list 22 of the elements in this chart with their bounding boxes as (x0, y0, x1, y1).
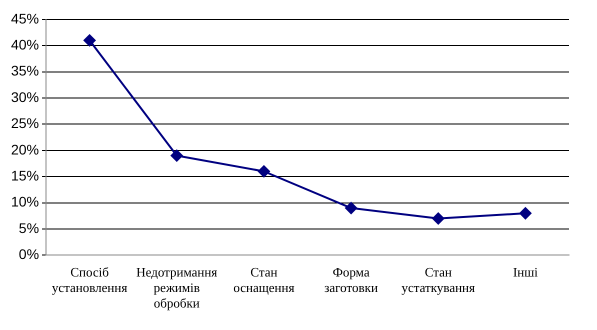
y-tick-label: 35% (10, 62, 40, 79)
y-tick-label: 40% (10, 36, 40, 52)
point (432, 212, 444, 225)
y-tick-label: 15% (10, 167, 40, 184)
point (170, 150, 183, 162)
y-tick-label: 5% (18, 220, 40, 236)
y-tick-label: 0% (18, 246, 40, 262)
point (84, 34, 96, 46)
y-tick-label: 10% (10, 194, 40, 210)
y-tick-label: 30% (10, 88, 40, 105)
y-tick-label: 45% (10, 10, 40, 26)
x-tick-label: Інші (512, 264, 538, 280)
point (258, 165, 270, 178)
x-tick-label: Стан устаткування (402, 264, 476, 296)
y-tick-label: 25% (10, 115, 40, 132)
point (519, 207, 532, 220)
x-tick-label: Спосіб установлення (52, 264, 128, 296)
point (345, 202, 358, 214)
x-tick-label: Стан оснащення (233, 264, 294, 296)
y-tick-label: 20% (10, 141, 40, 158)
x-tick-label: Форма заготовки (324, 264, 378, 296)
x-tick-label: Недотримання режимів обробки (136, 264, 218, 311)
